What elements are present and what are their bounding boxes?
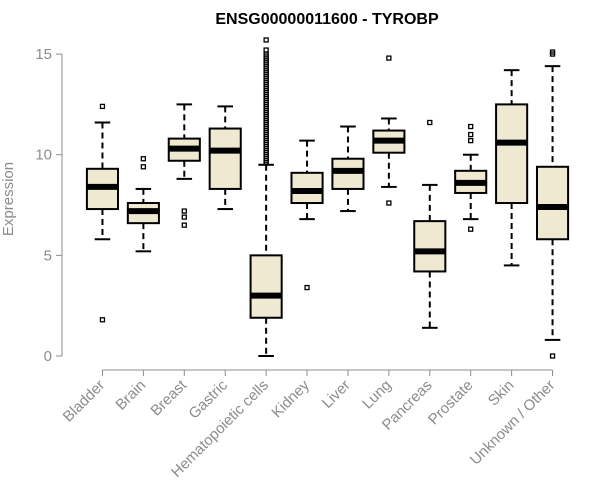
x-tick-label: Breast <box>147 376 190 419</box>
y-tick-label: 10 <box>35 147 52 164</box>
box-prostate <box>454 123 488 232</box>
box-lung <box>372 55 406 206</box>
x-tick-label: Bladder <box>60 377 109 426</box>
outlier-point <box>181 214 187 220</box>
outlier-point <box>386 55 392 61</box>
outlier-point <box>140 164 147 170</box>
outlier-point <box>263 47 269 53</box>
box-breast <box>167 103 201 228</box>
box-iqr <box>249 254 283 319</box>
outlier-point <box>386 200 392 206</box>
outlier-point <box>549 51 556 57</box>
y-axis-label: Expression <box>0 162 17 236</box>
y-tick-label: 15 <box>35 46 52 63</box>
outlier-point <box>304 284 310 291</box>
outlier-point <box>427 119 433 126</box>
box-pancreas <box>413 119 447 329</box>
x-tick-label: Brain <box>112 377 149 414</box>
outlier-point <box>549 353 556 359</box>
outlier-point <box>181 208 187 214</box>
x-tick-label: Skin <box>485 377 518 410</box>
outlier-point <box>468 137 474 144</box>
outlier-point <box>181 222 187 228</box>
box-iqr <box>208 127 242 190</box>
box-iqr <box>413 220 447 273</box>
x-tick-label: Prostate <box>425 377 477 429</box>
x-tick-label: Kidney <box>268 376 313 421</box>
outlier-point <box>263 37 269 43</box>
x-tick-label: Lung <box>359 377 395 413</box>
box-iqr <box>495 103 529 205</box>
outlier-point <box>468 226 474 232</box>
chart-title: ENSG00000011600 - TYROBP <box>215 11 439 28</box>
box-brain <box>126 156 160 253</box>
outlier-point <box>468 123 474 130</box>
outlier-point <box>468 131 474 138</box>
box-series <box>85 37 570 359</box>
box-gastric <box>208 105 242 211</box>
outlier-point <box>99 103 106 110</box>
box-skin <box>495 69 529 267</box>
box-bladder <box>85 103 120 323</box>
box-hematopoietic-cells <box>249 37 283 357</box>
y-tick-label: 5 <box>44 247 52 264</box>
y-axis: 0 5 10 15 <box>35 46 63 365</box>
y-tick-label: 0 <box>44 348 52 365</box>
box-iqr <box>535 165 570 241</box>
box-unknown-other <box>535 49 570 359</box>
box-kidney <box>290 139 324 291</box>
box-iqr <box>290 171 324 205</box>
outlier-point <box>99 317 106 323</box>
x-tick-label: Liver <box>319 377 354 412</box>
outlier-point <box>140 156 147 162</box>
box-iqr <box>331 157 365 190</box>
box-liver <box>331 125 365 213</box>
